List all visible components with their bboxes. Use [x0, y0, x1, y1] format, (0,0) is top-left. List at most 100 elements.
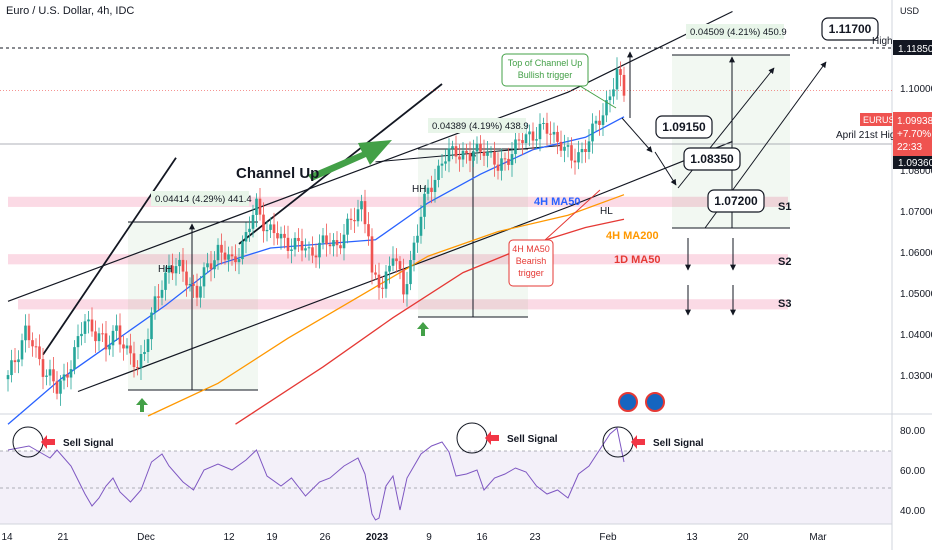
candle-body	[475, 143, 479, 152]
ma-line-2[interactable]	[147, 194, 625, 417]
rsi-tick-label: 40.00	[900, 506, 925, 517]
candle-body	[283, 233, 286, 238]
candle-body	[115, 325, 118, 331]
candle-body	[437, 165, 440, 180]
candle-body	[615, 69, 619, 90]
bearish-callout-line-3: trigger	[518, 268, 544, 278]
candle-body	[237, 259, 241, 263]
candle-body	[94, 331, 97, 342]
candle-body	[265, 229, 269, 232]
target-callout[interactable]: 1.09150	[655, 115, 713, 139]
hl-line[interactable]	[375, 145, 562, 163]
last-price-value: 1.09938	[897, 116, 932, 127]
candle-body	[409, 259, 412, 285]
hh-line-1[interactable]	[42, 157, 177, 356]
s1-label: S1	[778, 201, 791, 213]
measured-move-box	[128, 222, 258, 390]
sell-signal-label: Sell Signal	[507, 434, 558, 445]
april-high-label: April 21st High	[836, 130, 901, 141]
candle-body	[507, 158, 510, 165]
target-callout[interactable]: 1.07200	[707, 189, 765, 213]
candle-body	[493, 151, 496, 165]
measured-move-label-bg	[686, 24, 784, 39]
bearish-callout-pointer	[544, 189, 601, 241]
candle-body	[468, 153, 472, 161]
candle-body	[286, 237, 290, 251]
bullish-trigger-callout[interactable]: Top of Channel Up Bullish trigger	[501, 53, 617, 109]
sell-signal-arrow	[41, 435, 55, 449]
ma-line-3[interactable]	[235, 218, 625, 425]
high-label: High	[872, 36, 893, 47]
candle-body	[451, 146, 454, 149]
candle-body	[132, 353, 136, 368]
candle-body	[216, 244, 220, 261]
candle-body	[52, 369, 55, 382]
channel-up-label: Channel Up	[236, 165, 319, 182]
candle-body	[279, 233, 283, 239]
measured-move-label: 0.04414 (4.29%) 441.4	[155, 194, 252, 205]
candle-body	[314, 255, 318, 258]
candle-body	[374, 272, 377, 275]
candle-body	[454, 146, 458, 157]
candle-body	[440, 163, 444, 166]
target-price: 1.07200	[714, 194, 758, 208]
candle-body	[608, 96, 612, 101]
measured-move-label: 0.04509 (4.21%) 450.9	[690, 27, 787, 38]
candle-body	[381, 287, 384, 289]
target-callout[interactable]: 1.08350	[683, 147, 741, 171]
candle-body	[349, 218, 353, 221]
candle-body	[150, 312, 153, 340]
candle-body	[521, 140, 524, 144]
hh-label: HH	[158, 264, 172, 275]
candle-body	[83, 321, 87, 334]
chart-title: Euro / U.S. Dollar, 4h, IDC	[6, 5, 134, 17]
candle-body	[612, 89, 615, 97]
candle-body	[122, 344, 125, 349]
candle-body	[34, 346, 38, 348]
candle-body	[594, 120, 598, 124]
candle-body	[591, 123, 594, 142]
candle-body	[297, 237, 300, 242]
candle-body	[248, 228, 251, 233]
candle-body	[276, 233, 279, 239]
candle-body	[220, 244, 223, 253]
rsi-line[interactable]	[7, 427, 625, 521]
measured-move-label: 0.04389 (4.19%) 438.9	[432, 121, 529, 132]
candle-body	[206, 263, 209, 268]
bearish-trigger-callout[interactable]: 4H MA50 Bearish trigger	[508, 189, 601, 287]
candle-body	[157, 296, 160, 298]
target-callout[interactable]: 1.11700	[821, 17, 879, 41]
candle-body	[293, 237, 297, 250]
price-tag-label: 1.11850	[898, 44, 932, 55]
candle-body	[181, 259, 185, 272]
candle-body	[143, 351, 146, 355]
candle-body	[405, 284, 409, 295]
candle-body	[199, 286, 202, 298]
s2-label: S2	[778, 256, 791, 268]
candle-body	[307, 247, 311, 249]
candle-body	[290, 249, 293, 251]
event-flag-icon[interactable]	[618, 392, 638, 412]
channel-lower-line[interactable]	[77, 140, 733, 393]
candle-body	[395, 258, 398, 262]
channel-upper-line[interactable]	[7, 10, 733, 302]
sell-signal-arrow	[631, 435, 645, 449]
event-flag-icon[interactable]	[645, 392, 665, 412]
rsi-tick-label: 60.00	[900, 466, 925, 477]
time-tick-label: 13	[686, 532, 698, 543]
candle-body	[486, 151, 489, 156]
price-axis-unit: USD	[900, 6, 920, 16]
candle-body	[136, 367, 139, 369]
target-price: 1.09150	[662, 120, 706, 134]
candle-body	[17, 359, 20, 363]
price-tick-label: 1.07000	[900, 207, 932, 218]
candle-body	[412, 242, 416, 260]
candle-body	[209, 263, 213, 270]
candle-body	[234, 256, 237, 263]
candle-body	[125, 345, 129, 349]
target-callout-box	[655, 115, 713, 139]
candle-body	[325, 235, 328, 245]
bearish-callout-line-1: 4H MA50	[512, 244, 550, 254]
